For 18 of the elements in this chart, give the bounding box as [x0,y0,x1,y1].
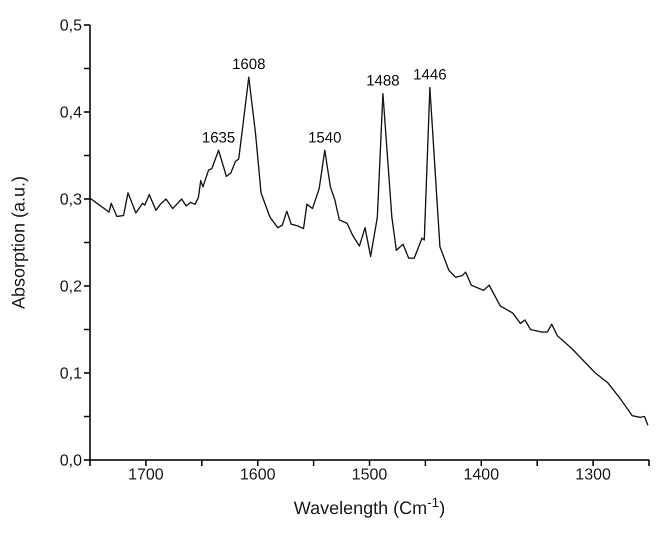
annotation: 1540 [308,129,342,146]
x-axis-title: Wavelength (Cm$^{-1}$) [294,494,446,518]
y-tick-label: 0,0 [60,452,82,470]
y-axis-title: Absorption (a.u.) [8,176,28,310]
x-tick-label: 1700 [128,466,164,484]
y-tick-label: 0,2 [60,278,82,296]
annotation: 1635 [202,129,236,146]
x-tick-label: 1300 [575,466,611,484]
annotation: 1608 [232,56,266,74]
annotation: 1488 [366,72,400,90]
y-tick-label: 0,5 [60,18,82,35]
annotation: 1446 [413,66,447,84]
x-tick-label: 1600 [240,466,276,484]
y-tick-label: 0,4 [60,104,82,122]
x-tick-label: 1400 [464,466,500,484]
y-tick-label: 0,3 [60,192,82,209]
y-tick-label: 0,1 [60,366,82,383]
x-tick-label: 1500 [352,466,388,484]
